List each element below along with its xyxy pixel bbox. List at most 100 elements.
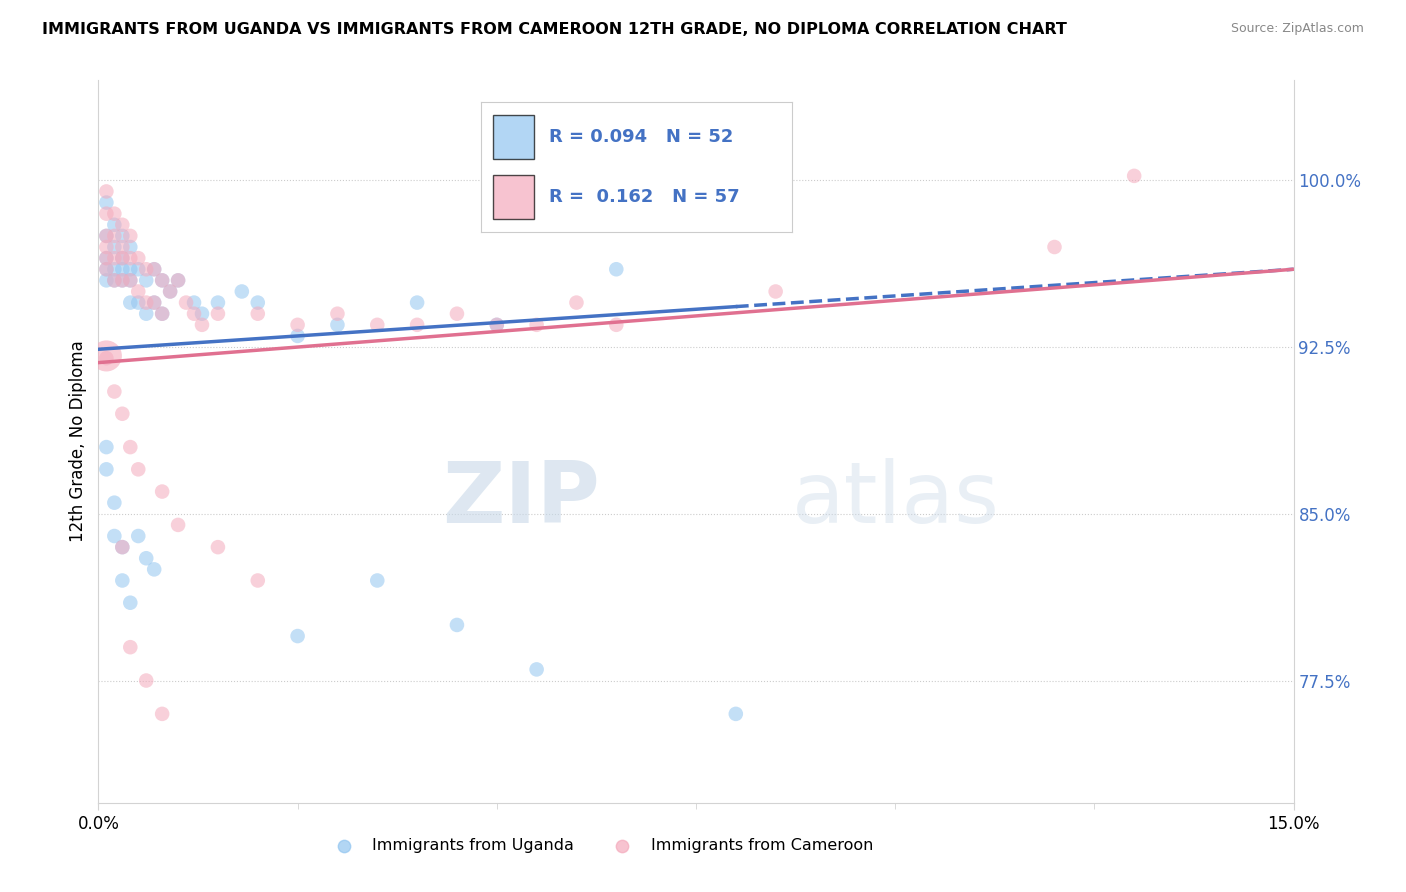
Point	[96, 251, 118, 265]
Point	[326, 307, 349, 321]
Point	[120, 273, 142, 287]
Point	[111, 251, 134, 265]
Point	[143, 262, 166, 277]
Point	[1043, 240, 1066, 254]
Point	[406, 295, 429, 310]
Point	[207, 295, 229, 310]
Point	[96, 262, 118, 277]
Point	[120, 251, 142, 265]
Point	[96, 462, 118, 476]
Point	[143, 262, 166, 277]
Point	[96, 228, 118, 243]
Point	[446, 307, 468, 321]
Point	[287, 629, 309, 643]
Point	[103, 273, 125, 287]
Point	[159, 285, 181, 299]
Point	[96, 251, 118, 265]
Point	[96, 195, 118, 210]
Point	[111, 273, 134, 287]
Point	[191, 307, 214, 321]
Point	[174, 295, 197, 310]
Point	[191, 318, 214, 332]
Point	[246, 574, 269, 588]
Point	[111, 228, 134, 243]
Point	[231, 285, 253, 299]
Point	[111, 273, 134, 287]
Point	[96, 273, 118, 287]
Point	[167, 517, 190, 532]
Point	[127, 462, 149, 476]
Point	[103, 262, 125, 277]
Point	[406, 318, 429, 332]
Point	[135, 295, 157, 310]
Point	[565, 295, 588, 310]
Point	[120, 240, 142, 254]
Point	[96, 349, 118, 363]
Point	[120, 228, 142, 243]
Point	[103, 529, 125, 543]
Point	[120, 273, 142, 287]
Text: IMMIGRANTS FROM UGANDA VS IMMIGRANTS FROM CAMEROON 12TH GRADE, NO DIPLOMA CORREL: IMMIGRANTS FROM UGANDA VS IMMIGRANTS FRO…	[42, 22, 1067, 37]
Point	[135, 262, 157, 277]
Point	[103, 207, 125, 221]
Point	[127, 285, 149, 299]
Point	[96, 228, 118, 243]
Point	[446, 618, 468, 632]
Point	[103, 384, 125, 399]
Point	[143, 562, 166, 576]
Point	[120, 596, 142, 610]
Point	[111, 262, 134, 277]
Point	[96, 440, 118, 454]
Point	[326, 318, 349, 332]
Point	[111, 574, 134, 588]
Point	[120, 262, 142, 277]
Point	[287, 329, 309, 343]
Point	[485, 318, 508, 332]
Point	[1123, 169, 1146, 183]
Point	[765, 285, 787, 299]
Point	[111, 251, 134, 265]
Point	[150, 273, 173, 287]
Point	[150, 706, 173, 721]
Point	[287, 318, 309, 332]
Point	[150, 307, 173, 321]
Point	[167, 273, 190, 287]
Point	[724, 706, 747, 721]
Point	[135, 273, 157, 287]
Point	[167, 273, 190, 287]
Point	[127, 529, 149, 543]
Point	[366, 574, 388, 588]
Point	[103, 240, 125, 254]
Legend: Immigrants from Uganda, Immigrants from Cameroon: Immigrants from Uganda, Immigrants from …	[321, 832, 880, 860]
Point	[150, 273, 173, 287]
Point	[526, 662, 548, 676]
Text: Source: ZipAtlas.com: Source: ZipAtlas.com	[1230, 22, 1364, 36]
Point	[120, 295, 142, 310]
Point	[127, 262, 149, 277]
Point	[111, 240, 134, 254]
Text: ZIP: ZIP	[443, 458, 600, 541]
Point	[103, 496, 125, 510]
Point	[207, 540, 229, 554]
Point	[183, 307, 205, 321]
Point	[143, 295, 166, 310]
Point	[526, 318, 548, 332]
Point	[485, 318, 508, 332]
Point	[150, 484, 173, 499]
Point	[135, 307, 157, 321]
Point	[605, 318, 627, 332]
Point	[96, 351, 118, 366]
Point	[207, 307, 229, 321]
Point	[96, 185, 118, 199]
Point	[96, 207, 118, 221]
Point	[127, 295, 149, 310]
Point	[120, 640, 142, 655]
Point	[135, 551, 157, 566]
Point	[366, 318, 388, 332]
Point	[111, 407, 134, 421]
Point	[120, 440, 142, 454]
Point	[143, 295, 166, 310]
Point	[103, 228, 125, 243]
Point	[111, 540, 134, 554]
Point	[135, 673, 157, 688]
